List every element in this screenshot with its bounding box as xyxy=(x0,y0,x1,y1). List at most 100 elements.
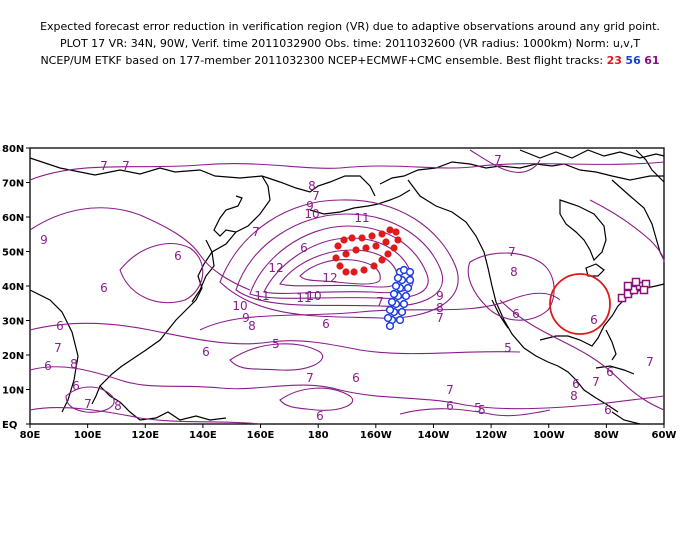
contour xyxy=(65,386,115,413)
flight-track-red xyxy=(332,226,402,276)
flight-track-red-point xyxy=(348,234,356,242)
contour-label: 7 xyxy=(436,311,444,325)
contour-label: 7 xyxy=(252,225,260,239)
flight-track-purple-point xyxy=(623,281,633,291)
flight-track-red-point xyxy=(332,254,340,262)
contour-label: 6 xyxy=(44,359,52,373)
flight-track-red-point xyxy=(362,244,370,252)
track-id-blue: 56 xyxy=(625,54,641,67)
contour-label: 6 xyxy=(56,319,64,333)
contour-label: 9 xyxy=(306,199,314,213)
flight-track-red-point xyxy=(350,268,358,276)
contour-label: 7 xyxy=(494,153,502,167)
flight-track-red-point xyxy=(382,238,390,246)
contour-label: 8 xyxy=(114,399,122,413)
contour-label: 7 xyxy=(100,159,108,173)
contour-label: 11 xyxy=(296,291,311,305)
southeast-asia xyxy=(99,385,227,421)
contour xyxy=(29,161,665,181)
flight-track-blue-point xyxy=(393,273,403,283)
contour xyxy=(499,299,665,411)
contour-label: 12 xyxy=(322,271,337,285)
contour xyxy=(219,199,459,319)
contour-label: 6 xyxy=(316,409,324,423)
flight-track-blue-point xyxy=(399,299,409,309)
contour-label: 9 xyxy=(40,233,48,247)
cuba xyxy=(595,365,635,375)
contour-label: 7 xyxy=(84,397,92,411)
contour xyxy=(467,252,555,321)
flight-track-red-point xyxy=(378,230,386,238)
contour-label: 5 xyxy=(272,337,280,351)
track-id-purple: 61 xyxy=(644,54,660,67)
flight-track-red-point xyxy=(334,242,342,250)
flight-track-blue-point xyxy=(387,297,397,307)
contour-lines xyxy=(29,149,665,425)
lat-tick-label: 20N xyxy=(2,351,24,362)
contour-label: 5 xyxy=(504,341,512,355)
flight-track-red-point xyxy=(360,266,368,274)
lon-tick-label: 140E xyxy=(189,430,217,441)
contour xyxy=(29,207,251,291)
contour xyxy=(469,149,541,173)
flight-track-blue xyxy=(383,265,415,331)
contour xyxy=(119,243,204,304)
contour-label: 7 xyxy=(54,341,62,355)
longitude-axis: 80E 100E 120E 140E 160E 180 160W 140W 120W 100W 80… xyxy=(20,424,677,441)
contour-label: 6 xyxy=(72,379,80,393)
lon-tick-label: 180 xyxy=(308,430,329,441)
contour xyxy=(29,366,665,410)
flight-track-red-point xyxy=(378,256,386,264)
contour-label: 6 xyxy=(100,281,108,295)
latitude-axis: 80N 70N 60N 50N 40N 30N 20N 10N EQ xyxy=(2,144,30,431)
track-id-red: 23 xyxy=(606,54,622,67)
contour xyxy=(589,199,665,263)
lon-tick-label: 80W xyxy=(594,430,619,441)
arctic-islands xyxy=(519,149,665,159)
lon-tick-label: 160E xyxy=(247,430,275,441)
contour-label: 7 xyxy=(306,371,314,385)
contour-label: 6 xyxy=(572,377,580,391)
contour xyxy=(29,322,521,355)
flight-track-red-point xyxy=(336,262,344,270)
contour-label: 9 xyxy=(436,289,444,303)
flight-track-red-point xyxy=(394,236,402,244)
greenland xyxy=(635,149,665,183)
flight-track-blue-point xyxy=(383,313,393,323)
lat-tick-label: EQ xyxy=(2,420,17,431)
contour-label: 7 xyxy=(508,245,516,259)
flight-track-blue-point xyxy=(403,283,413,293)
contour-label: 7 xyxy=(446,383,454,397)
contour-label: 6 xyxy=(512,307,520,321)
contour xyxy=(199,292,561,331)
contour xyxy=(279,387,353,411)
header-line-2: PLOT 17 VR: 34N, 90W, Verif. time 201103… xyxy=(59,37,641,50)
contour-label: 7 xyxy=(646,355,654,369)
japan xyxy=(191,239,215,303)
contour-label: 6 xyxy=(322,317,330,331)
kamchatka-coastline xyxy=(213,175,271,237)
flight-track-red-point xyxy=(342,268,350,276)
contour-label: 8 xyxy=(70,357,78,371)
contour-label: 8 xyxy=(570,389,578,403)
india-coast xyxy=(29,289,79,413)
contour-label: 8 xyxy=(248,319,256,333)
flight-track-red-point xyxy=(342,250,350,258)
flight-track-red-point xyxy=(386,226,394,234)
flight-track-blue-point xyxy=(405,267,415,277)
contour-label: 6 xyxy=(446,399,454,413)
contour xyxy=(29,407,261,425)
contour-label: 8 xyxy=(510,265,518,279)
lon-tick-label: 140W xyxy=(418,430,450,441)
contour-label: 12 xyxy=(268,261,283,275)
contour xyxy=(249,225,429,299)
lat-tick-label: 60N xyxy=(2,213,24,224)
verification-region-circle xyxy=(549,273,611,335)
flight-track-purple xyxy=(617,277,651,303)
contour-label: 10 xyxy=(232,299,247,313)
lon-tick-label: 60W xyxy=(652,430,677,441)
aleutians xyxy=(309,189,411,215)
contour-label: 6 xyxy=(606,365,614,379)
flight-track-red-point xyxy=(370,262,378,270)
